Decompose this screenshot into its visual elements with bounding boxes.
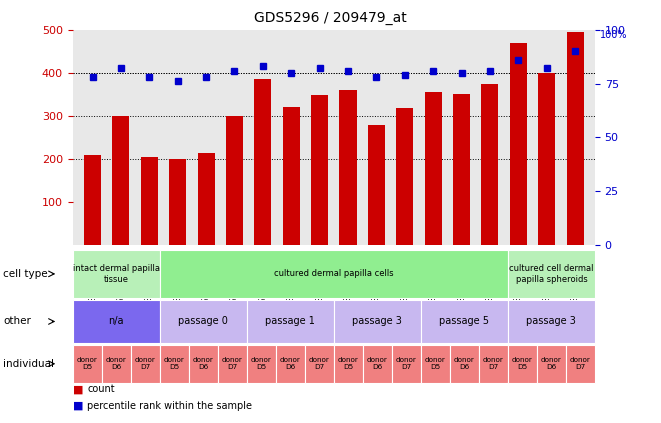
Text: donor
D5: donor D5	[251, 357, 272, 370]
Text: count: count	[87, 384, 115, 394]
Bar	[198, 153, 215, 245]
Bar	[169, 159, 186, 245]
Text: intact dermal papilla
tissue: intact dermal papilla tissue	[73, 264, 160, 283]
Bar	[510, 43, 527, 245]
Bar	[283, 107, 299, 245]
Text: donor
D6: donor D6	[193, 357, 214, 370]
Text: donor
D7: donor D7	[396, 357, 417, 370]
Bar	[481, 84, 498, 245]
Bar	[254, 79, 272, 245]
Text: donor
D6: donor D6	[367, 357, 388, 370]
Bar	[566, 32, 584, 245]
Text: donor
D5: donor D5	[512, 357, 533, 370]
Text: 100%: 100%	[600, 30, 628, 40]
Text: donor
D7: donor D7	[570, 357, 591, 370]
Bar	[368, 124, 385, 245]
Text: donor
D5: donor D5	[164, 357, 184, 370]
Text: passage 0: passage 0	[178, 316, 228, 327]
Text: donor
D7: donor D7	[483, 357, 504, 370]
Text: donor
D6: donor D6	[454, 357, 475, 370]
Bar	[340, 90, 356, 245]
Text: ■: ■	[73, 401, 83, 411]
Text: cultured cell dermal
papilla spheroids: cultured cell dermal papilla spheroids	[509, 264, 594, 283]
Bar	[424, 92, 442, 245]
Bar	[396, 108, 413, 245]
Bar	[84, 155, 101, 245]
Text: individual: individual	[3, 359, 54, 369]
Bar	[226, 116, 243, 245]
Text: passage 5: passage 5	[440, 316, 489, 327]
Bar	[311, 95, 328, 245]
Text: donor
D7: donor D7	[135, 357, 156, 370]
Text: other: other	[3, 316, 31, 327]
Text: donor
D7: donor D7	[309, 357, 330, 370]
Text: GDS5296 / 209479_at: GDS5296 / 209479_at	[254, 11, 407, 25]
Bar	[538, 73, 555, 245]
Bar	[112, 116, 130, 245]
Text: passage 3: passage 3	[352, 316, 403, 327]
Text: donor
D7: donor D7	[222, 357, 243, 370]
Bar	[453, 94, 470, 245]
Text: ■: ■	[73, 384, 83, 394]
Text: cultured dermal papilla cells: cultured dermal papilla cells	[274, 269, 393, 278]
Text: donor
D6: donor D6	[541, 357, 562, 370]
Bar	[141, 157, 158, 245]
Text: donor
D5: donor D5	[77, 357, 98, 370]
Text: cell type: cell type	[3, 269, 48, 279]
Text: donor
D5: donor D5	[338, 357, 359, 370]
Text: n/a: n/a	[108, 316, 124, 327]
Text: percentile rank within the sample: percentile rank within the sample	[87, 401, 253, 411]
Text: donor
D5: donor D5	[425, 357, 446, 370]
Text: passage 1: passage 1	[265, 316, 315, 327]
Text: donor
D6: donor D6	[280, 357, 301, 370]
Text: passage 3: passage 3	[526, 316, 576, 327]
Text: donor
D6: donor D6	[106, 357, 127, 370]
